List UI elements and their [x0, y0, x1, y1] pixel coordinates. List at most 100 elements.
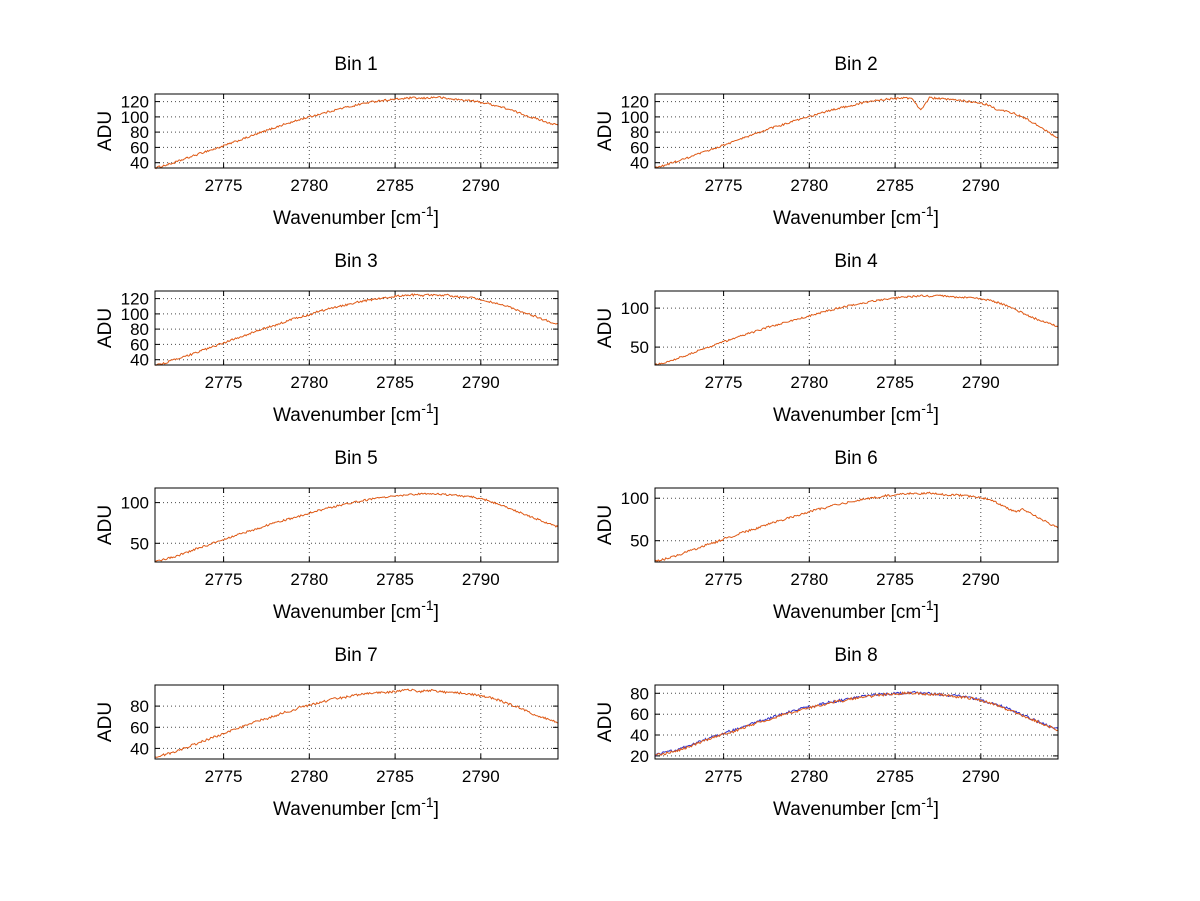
y-tick-label: 100 [621, 489, 649, 508]
x-tick-label: 2790 [462, 570, 500, 589]
x-tick-label: 2790 [462, 176, 500, 195]
y-tick-label: 80 [630, 123, 649, 142]
x-tick-label: 2775 [705, 767, 743, 786]
axes-box [154, 290, 559, 366]
subplot-bin-6: Bin 6 ADU 2775 2780 2785 2790 50 100 Wavenumb… [585, 434, 1060, 631]
axes-box [154, 93, 559, 169]
y-tick-label: 40 [630, 154, 649, 173]
x-tick-label: 2785 [376, 570, 414, 589]
plot-title: Bin 4 [834, 251, 878, 272]
x-tick-label: 2785 [376, 176, 414, 195]
x-axis-label: Wavenumber [cm-1] [773, 597, 939, 623]
plot-area: 2775 2780 2785 2790 40 60 80 [130, 685, 559, 786]
axes-box [654, 93, 1059, 169]
x-axis-label: Wavenumber [cm-1] [773, 794, 939, 820]
x-tick-label: 2790 [962, 176, 1000, 195]
x-tick-label: 2790 [962, 767, 1000, 786]
plot-title: Bin 6 [834, 448, 877, 469]
x-tick-label: 2775 [205, 767, 243, 786]
plot: Bin 8 ADU 2775 2780 2785 2790 20 40 60 80 Waven… [595, 645, 1059, 820]
x-tick-label: 2785 [876, 570, 914, 589]
subplot-bin-7: Bin 7 ADU 2775 2780 2785 2790 40 60 80 Wavenum… [85, 631, 560, 828]
x-tick-label: 2775 [205, 176, 243, 195]
axes-box [154, 487, 559, 563]
x-tick-label: 2790 [462, 373, 500, 392]
subplot-bin-5: Bin 5 ADU 2775 2780 2785 2790 50 100 Wavenumb… [85, 434, 560, 631]
y-tick-label: 50 [130, 534, 149, 553]
y-tick-label: 120 [121, 290, 149, 309]
x-axis-label: Wavenumber [cm-1] [273, 400, 439, 426]
x-tick-label: 2775 [705, 176, 743, 195]
x-tick-label: 2775 [705, 373, 743, 392]
x-axis-label: Wavenumber [cm-1] [773, 400, 939, 426]
x-tick-label: 2780 [290, 373, 328, 392]
plot: Bin 7 ADU 2775 2780 2785 2790 40 60 80 Wavenum… [95, 645, 559, 820]
plot-area: 2775 2780 2785 2790 20 40 60 80 [630, 684, 1059, 786]
series-path-spectrum [154, 688, 559, 758]
y-tick-label: 100 [121, 108, 149, 127]
series-path-spectrum-blue [654, 690, 1059, 757]
y-tick-label: 80 [130, 123, 149, 142]
x-tick-label: 2790 [962, 373, 1000, 392]
plot: Bin 6 ADU 2775 2780 2785 2790 50 100 Wavenumb… [595, 448, 1059, 623]
x-tick-label: 2785 [376, 767, 414, 786]
series-path-spectrum [154, 492, 559, 562]
x-axis-label: Wavenumber [cm-1] [273, 203, 439, 229]
y-tick-label: 60 [130, 718, 149, 737]
subplot-grid: Bin 1 ADU 2775 2780 2785 2790 40 60 80 100 120 W… [85, 40, 1060, 828]
plot-title: Bin 7 [334, 645, 377, 666]
x-tick-label: 2785 [376, 373, 414, 392]
y-tick-label: 120 [121, 93, 149, 112]
x-tick-label: 2780 [290, 176, 328, 195]
x-tick-label: 2775 [705, 570, 743, 589]
y-tick-label: 120 [621, 93, 649, 112]
plot-title: Bin 3 [334, 251, 377, 272]
y-tick-label: 100 [121, 305, 149, 324]
y-tick-label: 60 [630, 138, 649, 157]
y-tick-label: 60 [630, 705, 649, 724]
subplot-bin-2: Bin 2 ADU 2775 2780 2785 2790 40 60 80 100 120 W… [585, 40, 1060, 237]
y-tick-label: 80 [630, 684, 649, 703]
axes-box [654, 684, 1059, 760]
x-tick-label: 2785 [876, 176, 914, 195]
plot-title: Bin 2 [834, 54, 877, 75]
y-tick-label: 60 [130, 138, 149, 157]
x-tick-label: 2775 [205, 570, 243, 589]
axes-box [654, 487, 1059, 563]
y-tick-label: 40 [130, 351, 149, 370]
x-tick-label: 2785 [876, 373, 914, 392]
x-tick-label: 2790 [962, 570, 1000, 589]
y-tick-label: 100 [621, 299, 649, 318]
y-tick-label: 100 [121, 494, 149, 513]
plot-area: 2775 2780 2785 2790 50 100 [621, 488, 1059, 589]
y-tick-label: 80 [130, 320, 149, 339]
y-tick-label: 50 [630, 532, 649, 551]
y-tick-label: 80 [130, 697, 149, 716]
y-tick-label: 50 [630, 338, 649, 357]
x-tick-label: 2780 [790, 373, 828, 392]
y-tick-label: 40 [630, 726, 649, 745]
x-tick-label: 2780 [790, 570, 828, 589]
series-path-spectrum [154, 96, 559, 170]
series-path-spectrum [654, 491, 1059, 562]
y-axis-label: ADU [595, 308, 616, 348]
x-tick-label: 2780 [790, 176, 828, 195]
y-axis-label: ADU [595, 111, 616, 151]
axes-box [654, 290, 1059, 366]
plot-title: Bin 5 [334, 448, 377, 469]
y-tick-label: 40 [130, 154, 149, 173]
x-tick-label: 2775 [205, 373, 243, 392]
x-tick-label: 2780 [790, 767, 828, 786]
x-tick-label: 2780 [290, 767, 328, 786]
y-axis-label: ADU [595, 505, 616, 545]
plot-area: 2775 2780 2785 2790 50 100 [121, 488, 559, 589]
y-axis-label: ADU [595, 702, 616, 742]
y-axis-label: ADU [95, 308, 116, 348]
y-axis-label: ADU [95, 111, 116, 151]
x-axis-label: Wavenumber [cm-1] [273, 794, 439, 820]
